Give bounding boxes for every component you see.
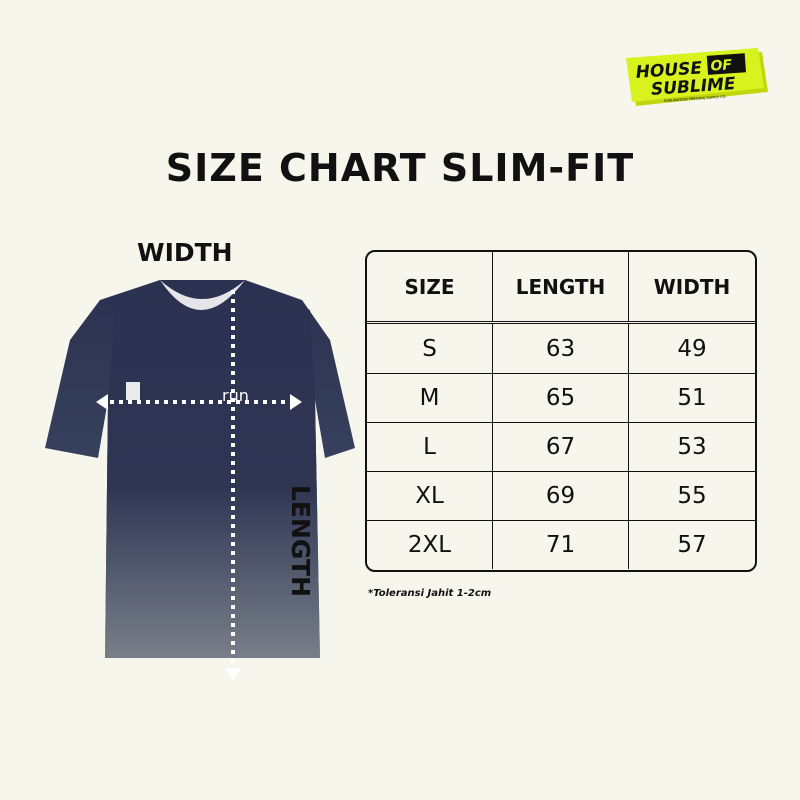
- length-cell: 67: [493, 423, 629, 471]
- page-title: SIZE CHART SLIM-FIT: [165, 146, 635, 190]
- svg-text:OF: OF: [710, 57, 733, 74]
- size-cell: XL: [367, 472, 493, 520]
- size-table: SIZE LENGTH WIDTH S 63 49 M 65 51 L 67 5…: [365, 250, 757, 572]
- header-length: LENGTH: [493, 252, 629, 321]
- length-cell: 65: [493, 374, 629, 422]
- table-row: L 67 53: [367, 422, 755, 471]
- tolerance-note: *Toleransi Jahit 1-2cm: [368, 588, 492, 599]
- width-cell: 55: [677, 483, 707, 509]
- length-cell: 63: [493, 324, 629, 373]
- header-width: WIDTH: [653, 274, 731, 299]
- size-cell: L: [367, 423, 493, 471]
- house-of-sublime-logo: HOUSE OF SUBLIME SUBLIMATION PRINTING SU…: [626, 48, 768, 106]
- header-size: SIZE: [367, 252, 493, 321]
- jersey-image: run: [45, 280, 355, 680]
- svg-text:HOUSE: HOUSE: [635, 58, 703, 83]
- width-cell: 53: [677, 434, 707, 460]
- size-cell: 2XL: [367, 521, 493, 569]
- width-cell: 57: [677, 532, 707, 558]
- size-cell: M: [367, 374, 493, 422]
- width-cell: 49: [677, 335, 707, 362]
- svg-text:SUBLIMATION PRINTING SUPPLY CO: SUBLIMATION PRINTING SUPPLY CO.: [664, 95, 727, 103]
- table-row: S 63 49: [367, 324, 755, 373]
- size-cell: S: [367, 324, 493, 373]
- chest-logo: run: [222, 386, 249, 405]
- length-label: LENGTH: [286, 485, 315, 597]
- length-cell: 71: [493, 521, 629, 569]
- width-label: WIDTH: [137, 238, 233, 267]
- table-header: SIZE LENGTH WIDTH: [367, 252, 755, 324]
- length-cell: 69: [493, 472, 629, 520]
- table-row: XL 69 55: [367, 471, 755, 520]
- table-row: M 65 51: [367, 373, 755, 422]
- width-cell: 51: [677, 385, 707, 411]
- table-row: 2XL 71 57: [367, 520, 755, 569]
